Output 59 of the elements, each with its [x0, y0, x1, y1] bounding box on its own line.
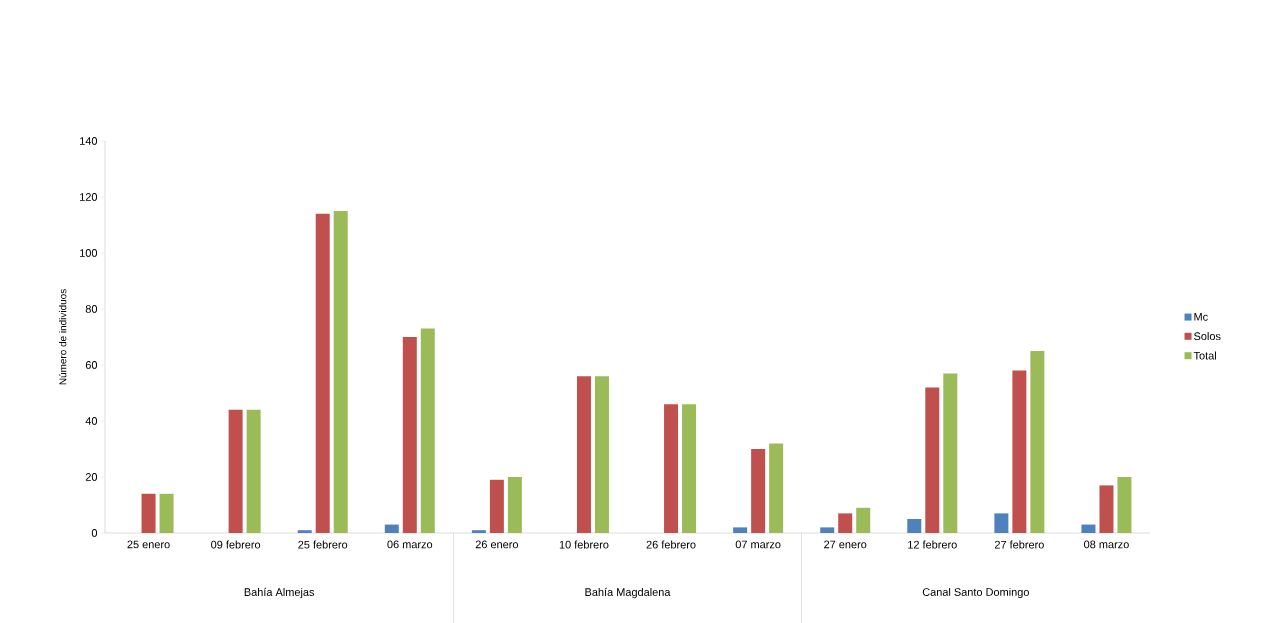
bar — [471, 530, 486, 533]
bar — [297, 530, 312, 533]
bar — [1030, 350, 1045, 533]
bar — [159, 493, 174, 533]
x-tick-label: 07 marzo — [735, 540, 781, 549]
bar — [1012, 370, 1027, 533]
x-tick-label: 26 febrero — [646, 540, 696, 549]
bar — [141, 493, 156, 533]
bar — [838, 513, 853, 533]
bar — [1117, 476, 1132, 533]
text: Bahía Almejas — [244, 587, 315, 599]
x-tick-label: 08 marzo — [1084, 540, 1129, 549]
bar — [594, 376, 609, 533]
y-axis-title: Número de individuos — [58, 289, 67, 385]
bar — [733, 527, 748, 533]
bar — [315, 213, 330, 533]
legend-label: Solos — [1194, 331, 1221, 341]
bar — [1099, 485, 1114, 533]
x-tick-label: 12 febrero — [908, 540, 957, 549]
y-tick-label: 20 — [85, 473, 98, 481]
bar — [682, 404, 697, 533]
bar — [576, 376, 591, 533]
y-tick-label: 80 — [85, 305, 98, 313]
bar — [246, 409, 261, 533]
bar — [402, 336, 417, 533]
bar — [507, 476, 522, 533]
bar — [943, 373, 958, 533]
bar — [907, 518, 922, 533]
bar — [820, 527, 835, 533]
y-tick-label: 0 — [91, 529, 98, 537]
x-tick-label: 27 febrero — [994, 540, 1044, 549]
bar — [751, 448, 766, 533]
bar — [664, 404, 679, 533]
bar — [420, 328, 435, 533]
y-tick-label: 140 — [80, 137, 98, 145]
x-tick-label: 06 marzo — [387, 540, 433, 549]
text: Canal Santo Domingo — [922, 587, 1029, 598]
y-tick-label: 40 — [85, 417, 98, 425]
bar — [994, 513, 1009, 533]
x-tick-label: 25 febrero — [298, 540, 348, 549]
text: Bahía Magdalena — [585, 587, 671, 599]
legend-label: Mc — [1194, 312, 1208, 321]
bar — [228, 409, 243, 533]
bar — [384, 524, 399, 533]
bar — [856, 507, 871, 533]
x-tick-label: 26 enero — [475, 540, 519, 549]
bar — [925, 387, 940, 533]
y-tick-label: 100 — [80, 249, 98, 257]
x-tick-label: 09 febrero — [211, 540, 261, 549]
x-tick-label: 27 enero — [824, 540, 867, 549]
y-tick-label: 120 — [80, 193, 98, 201]
x-tick-label: 10 febrero — [559, 540, 609, 549]
bar — [1081, 524, 1096, 533]
y-tick-label: 60 — [85, 361, 98, 369]
legend-label: Total — [1193, 351, 1216, 360]
bar — [769, 443, 784, 533]
bar — [333, 210, 348, 533]
bar — [489, 479, 504, 533]
x-tick-label: 25 enero — [127, 540, 170, 549]
